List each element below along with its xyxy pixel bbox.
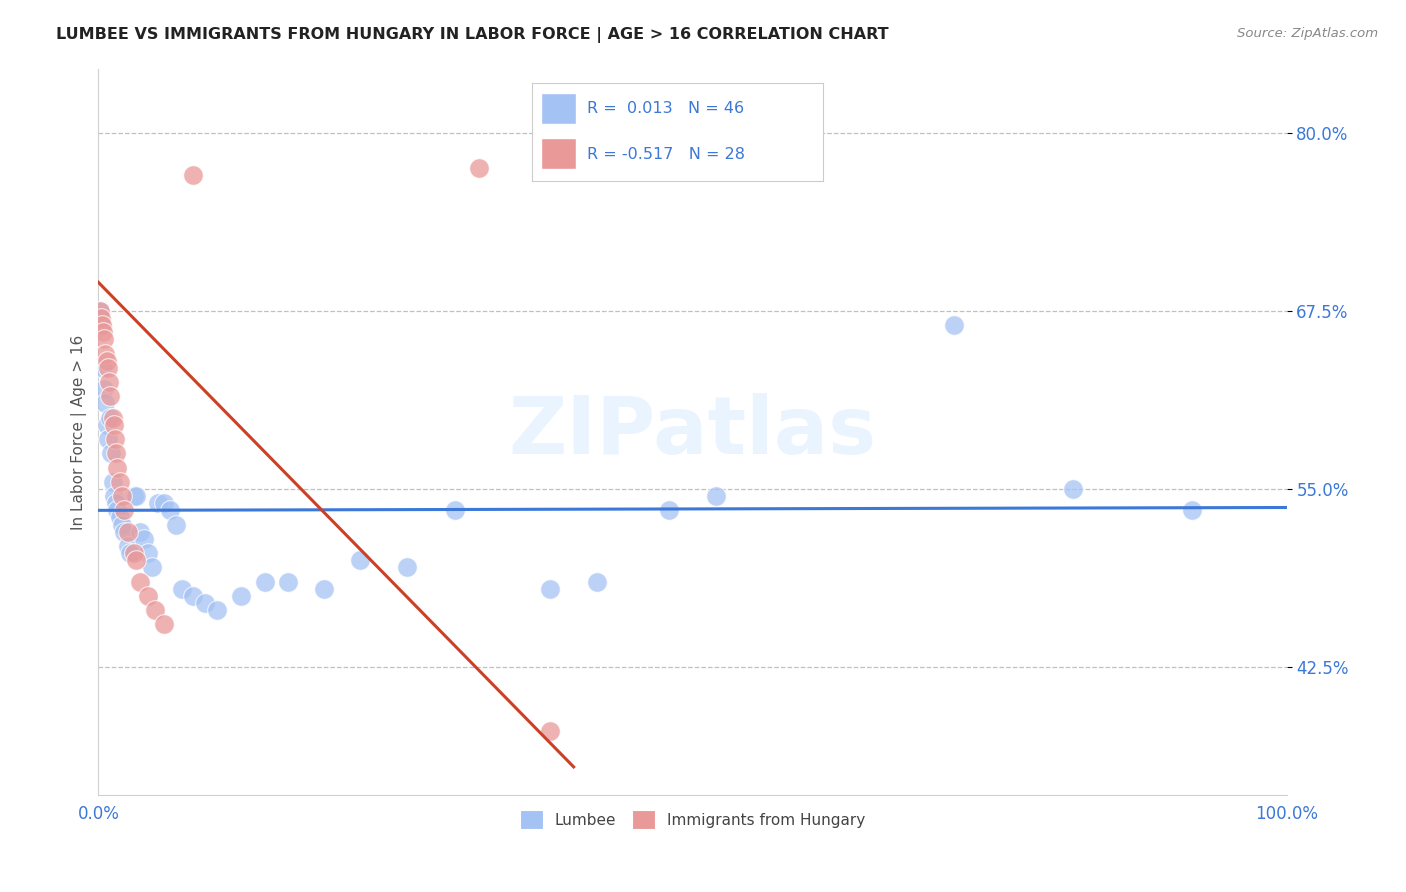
- Point: [396, 560, 419, 574]
- Point: [114, 503, 136, 517]
- Y-axis label: In Labor Force | Age > 16: In Labor Force | Age > 16: [72, 334, 87, 530]
- Point: [97, 360, 120, 375]
- Point: [538, 582, 561, 596]
- Point: [170, 582, 193, 596]
- Point: [114, 524, 136, 539]
- Point: [129, 524, 152, 539]
- Point: [100, 446, 122, 460]
- Point: [467, 161, 489, 176]
- Text: Source: ZipAtlas.com: Source: ZipAtlas.com: [1237, 27, 1378, 40]
- Point: [111, 517, 134, 532]
- Point: [1062, 482, 1084, 496]
- Point: [96, 353, 118, 368]
- Point: [91, 360, 114, 375]
- Text: LUMBEE VS IMMIGRANTS FROM HUNGARY IN LABOR FORCE | AGE > 16 CORRELATION CHART: LUMBEE VS IMMIGRANTS FROM HUNGARY IN LAB…: [56, 27, 889, 43]
- Point: [942, 318, 965, 332]
- Point: [101, 475, 124, 489]
- Point: [277, 574, 299, 589]
- Point: [91, 325, 114, 339]
- Point: [117, 524, 139, 539]
- Point: [108, 475, 131, 489]
- Point: [183, 589, 205, 603]
- Point: [105, 496, 128, 510]
- Point: [349, 553, 371, 567]
- Point: [165, 517, 187, 532]
- Point: [98, 389, 121, 403]
- Point: [1180, 503, 1202, 517]
- Point: [136, 546, 159, 560]
- Point: [146, 496, 169, 510]
- Point: [97, 432, 120, 446]
- Point: [104, 432, 127, 446]
- Point: [90, 318, 112, 332]
- Point: [538, 724, 561, 739]
- Point: [183, 169, 205, 183]
- Text: ZIPatlas: ZIPatlas: [509, 393, 876, 471]
- Legend: Lumbee, Immigrants from Hungary: Lumbee, Immigrants from Hungary: [513, 805, 872, 835]
- Point: [101, 410, 124, 425]
- Point: [103, 417, 125, 432]
- Point: [90, 318, 112, 332]
- Point: [98, 410, 121, 425]
- Point: [98, 375, 121, 389]
- Point: [93, 332, 115, 346]
- Point: [111, 489, 134, 503]
- Point: [443, 503, 465, 517]
- Point: [94, 396, 117, 410]
- Point: [129, 574, 152, 589]
- Point: [152, 496, 174, 510]
- Point: [89, 303, 111, 318]
- Point: [152, 617, 174, 632]
- Point: [205, 603, 228, 617]
- Point: [96, 417, 118, 432]
- Point: [159, 503, 181, 517]
- Point: [141, 560, 163, 574]
- Point: [145, 603, 167, 617]
- Point: [229, 589, 252, 603]
- Point: [105, 446, 128, 460]
- Point: [120, 546, 142, 560]
- Point: [89, 303, 111, 318]
- Point: [103, 489, 125, 503]
- Point: [94, 346, 117, 360]
- Point: [125, 489, 148, 503]
- Point: [105, 503, 128, 517]
- Point: [658, 503, 681, 517]
- Point: [125, 553, 148, 567]
- Point: [136, 589, 159, 603]
- Point: [704, 489, 727, 503]
- Point: [117, 539, 139, 553]
- Point: [122, 489, 145, 503]
- Point: [93, 382, 115, 396]
- Point: [314, 582, 336, 596]
- Point: [90, 310, 112, 325]
- Point: [105, 460, 128, 475]
- Point: [132, 532, 155, 546]
- Point: [194, 596, 217, 610]
- Point: [108, 510, 131, 524]
- Point: [122, 546, 145, 560]
- Point: [586, 574, 609, 589]
- Point: [253, 574, 276, 589]
